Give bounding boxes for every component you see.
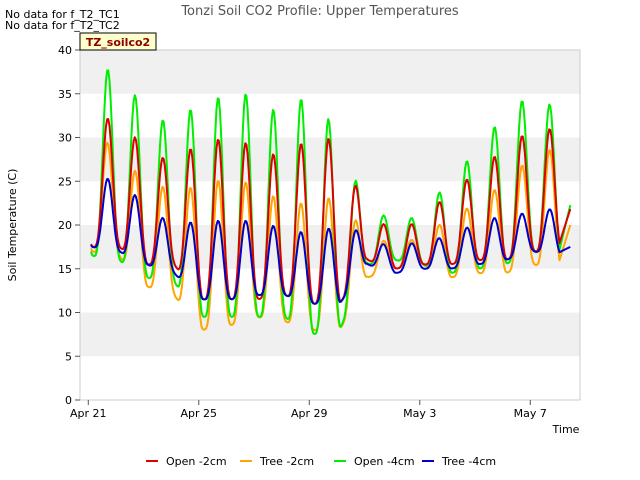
x-axis: Apr 21 Apr 25 Apr 29 May 3 May 7 bbox=[70, 400, 547, 420]
y-tick-label: 25 bbox=[58, 175, 72, 188]
y-axis: 0 5 10 15 20 25 30 35 40 bbox=[58, 44, 80, 407]
site-badge-label: TZ_soilco2 bbox=[86, 36, 150, 49]
site-badge-box bbox=[79, 32, 157, 51]
grid-band bbox=[80, 50, 580, 94]
x-tick-label: May 7 bbox=[514, 407, 547, 420]
x-tick-label: May 3 bbox=[403, 407, 436, 420]
legend-label: Tree -2cm bbox=[259, 455, 314, 468]
y-axis-label: Soil Temperature (C) bbox=[6, 169, 19, 282]
y-tick-label: 15 bbox=[58, 263, 72, 276]
chart-title: Tonzi Soil CO2 Profile: Upper Temperatur… bbox=[180, 4, 459, 19]
y-tick-label: 40 bbox=[58, 44, 72, 57]
legend-label: Open -4cm bbox=[354, 455, 415, 468]
site-badge: TZ_soilco2 bbox=[79, 32, 157, 51]
legend-label: Open -2cm bbox=[166, 455, 227, 468]
grid-band bbox=[80, 312, 580, 357]
no-data-note-1: No data for f_T2_TC1 bbox=[5, 8, 120, 21]
grid-bands bbox=[80, 50, 580, 400]
no-data-note-2: No data for f_T2_TC2 bbox=[5, 19, 120, 32]
y-tick-label: 30 bbox=[58, 132, 72, 145]
y-tick-label: 20 bbox=[58, 219, 72, 232]
x-tick-label: Apr 25 bbox=[181, 407, 218, 420]
legend: Open -2cm Tree -2cm Open -4cm Tree -4cm bbox=[146, 455, 496, 468]
y-tick-label: 0 bbox=[65, 394, 72, 407]
series-line-open-2cm bbox=[90, 118, 572, 305]
x-axis-label: Time bbox=[552, 423, 580, 436]
grid-band bbox=[80, 268, 580, 313]
series-lines bbox=[90, 69, 572, 335]
x-tick-label: Apr 29 bbox=[291, 407, 328, 420]
y-tick-label: 10 bbox=[58, 307, 72, 320]
series-line-tree-4cm bbox=[90, 178, 571, 305]
y-tick-label: 5 bbox=[65, 350, 72, 363]
grid-band bbox=[80, 356, 580, 400]
legend-label: Tree -4cm bbox=[441, 455, 496, 468]
y-tick-label: 35 bbox=[58, 88, 72, 101]
x-tick-label: Apr 21 bbox=[70, 407, 107, 420]
